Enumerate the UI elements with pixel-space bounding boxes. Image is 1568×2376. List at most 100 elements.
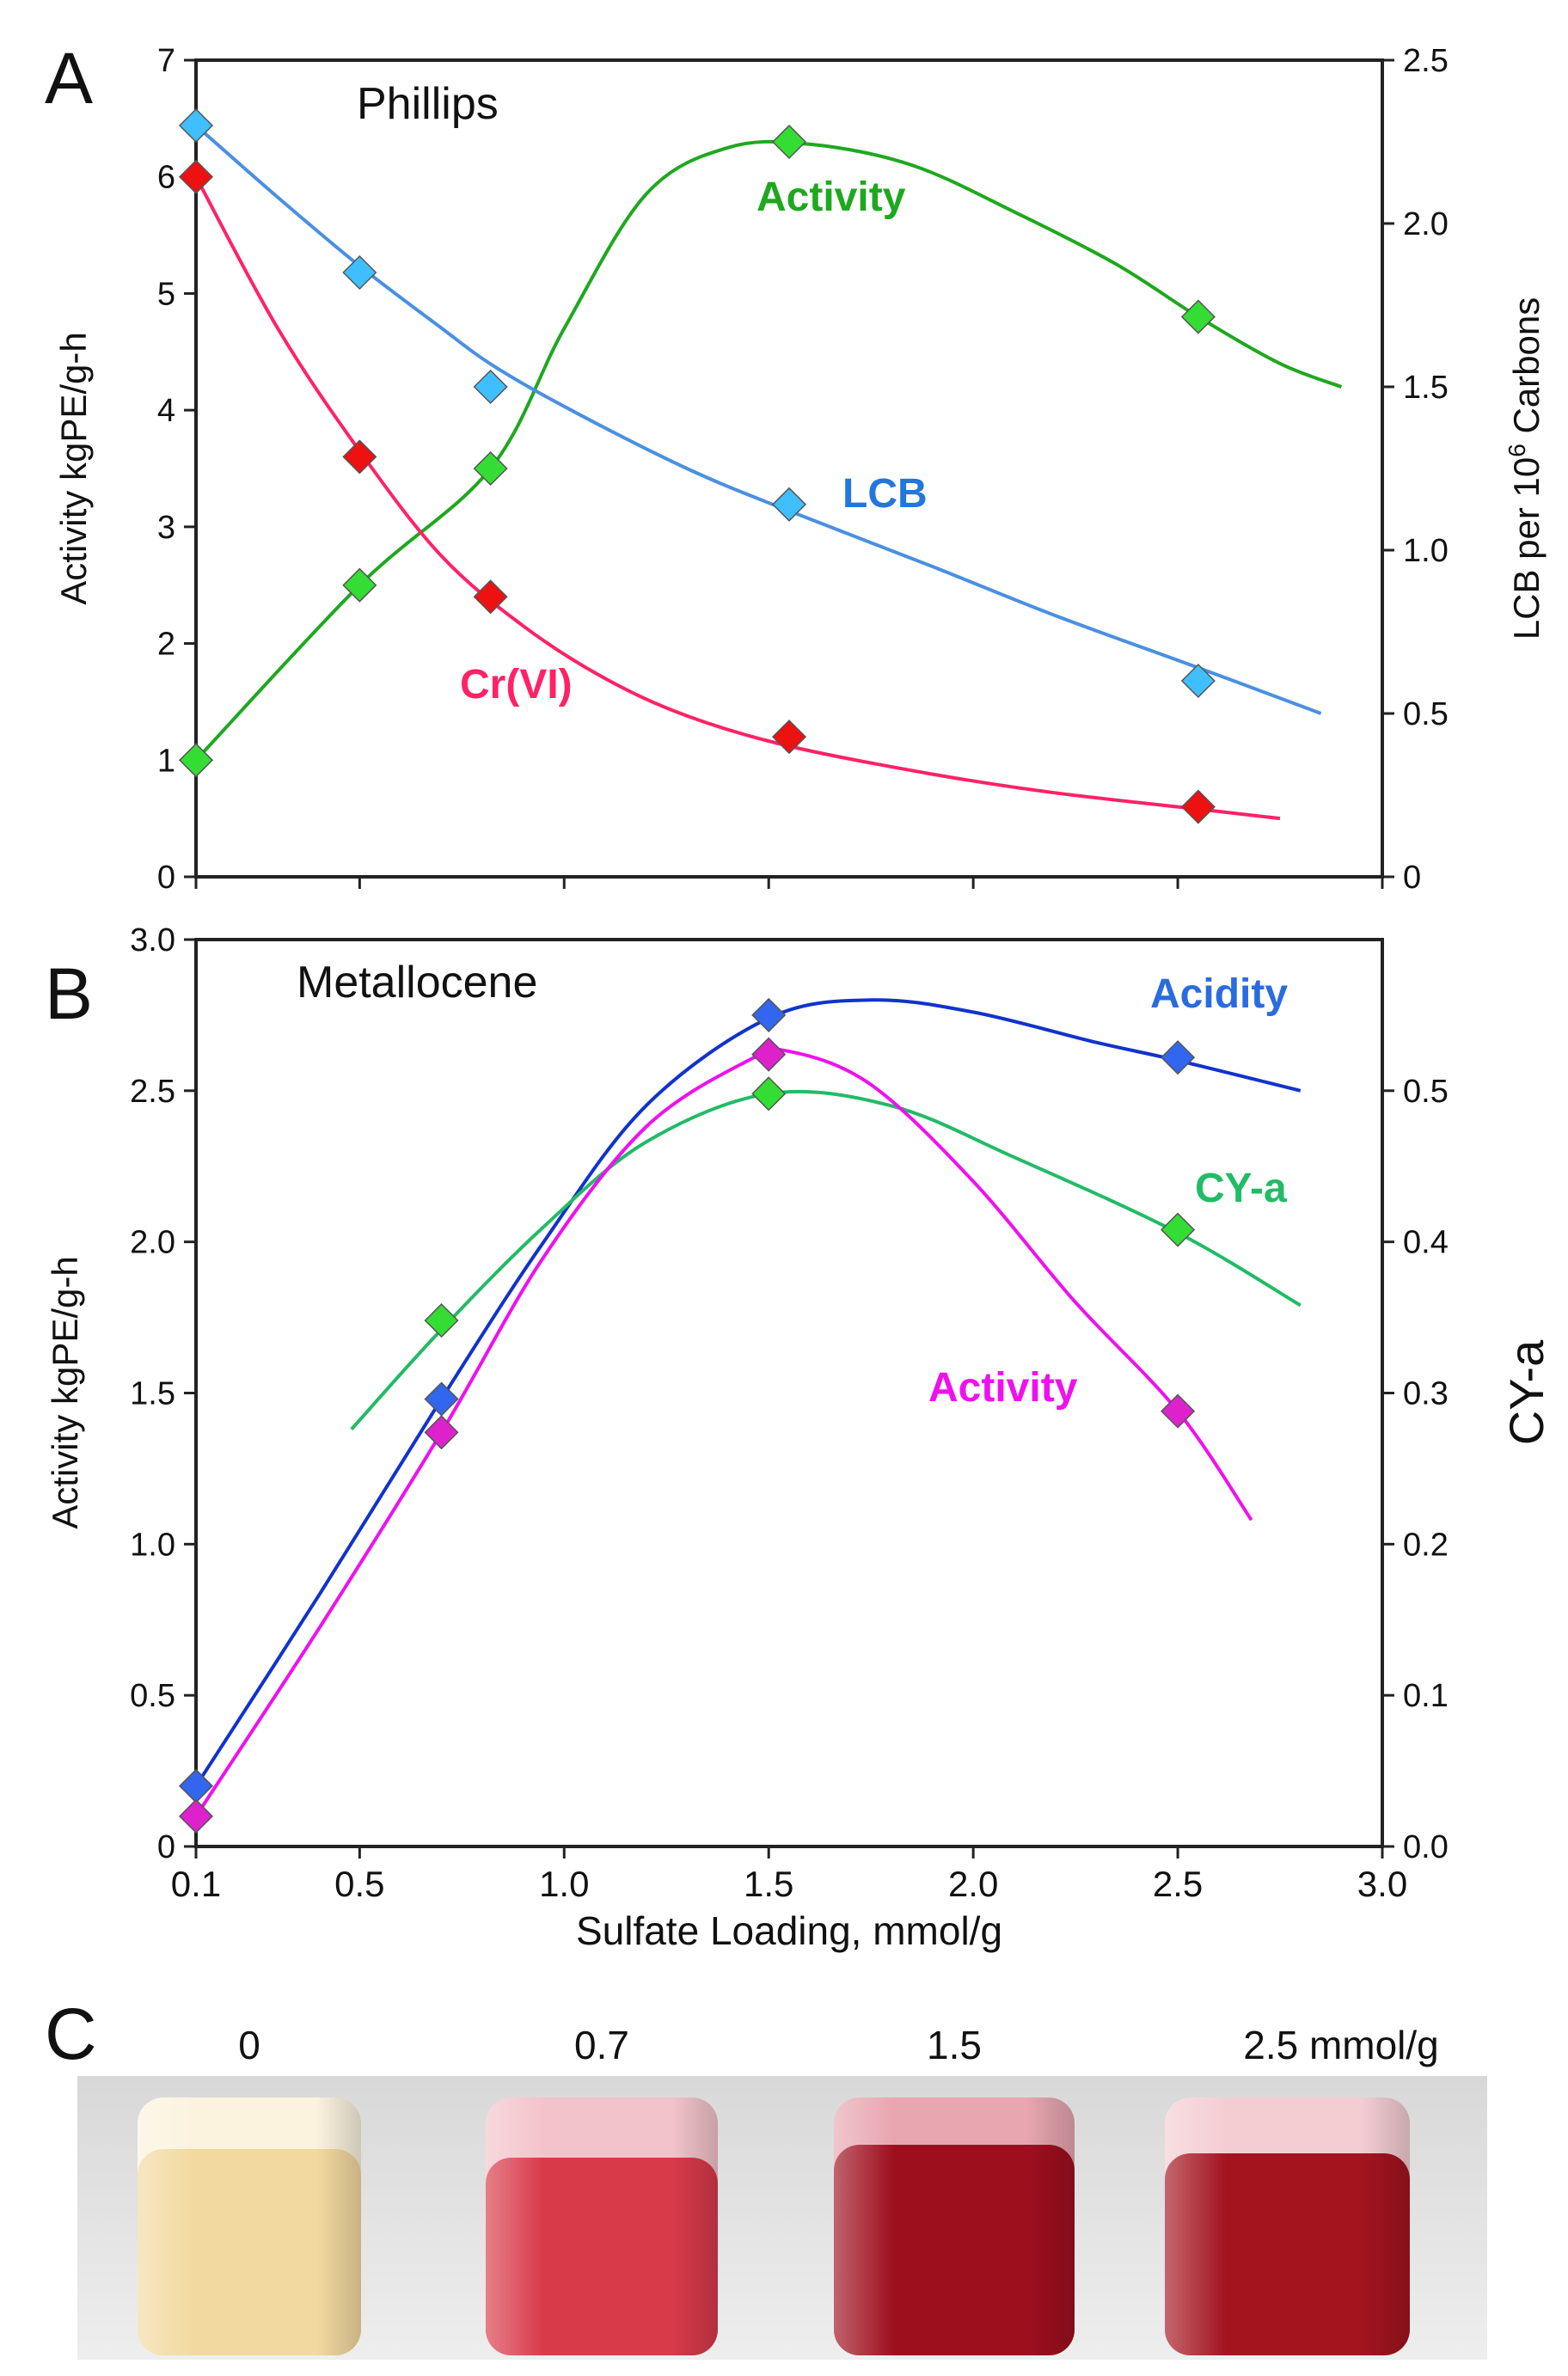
panel-a-series-label-crvi: Cr(VI) bbox=[460, 662, 573, 707]
panel-b-curves bbox=[194, 998, 1302, 1817]
panel-b-y-tick-label: 1.0 bbox=[130, 1527, 175, 1563]
panel-a-curves bbox=[194, 124, 1343, 821]
panel-a-plot-frame bbox=[194, 58, 1384, 879]
vial-4 bbox=[1165, 2097, 1410, 2355]
vial-label-4: 2.5 mmol/g bbox=[1243, 2023, 1439, 2067]
panel-b-y-tick-label: 3.0 bbox=[130, 922, 175, 958]
panel-a-y-tick-label: 4 bbox=[157, 393, 175, 429]
panel-b-letter: B bbox=[45, 953, 93, 1034]
panel-a-y2-tick-label: 1.0 bbox=[1403, 533, 1449, 569]
panel-b-series-label-cya: CY-a bbox=[1195, 1166, 1287, 1211]
panel-a-y-axis-label: Activity kgPE/g-h bbox=[53, 332, 94, 604]
panel-a-crvi-point bbox=[473, 579, 508, 615]
panel-a-y2-tick-label: 0.5 bbox=[1403, 696, 1449, 732]
panel-b-acidity-point bbox=[751, 997, 787, 1032]
vial-label-2: 0.7 bbox=[574, 2023, 629, 2067]
panel-a-crvi-point bbox=[342, 439, 377, 475]
panel-b-x-tick-label: 1.0 bbox=[539, 1864, 589, 1904]
panel-c-vial-photo: C 0 0.7 1.5 2.5 mmol/g bbox=[45, 1993, 1487, 2360]
panel-b-activity-point bbox=[424, 1415, 459, 1450]
panel-a-activity-point bbox=[1180, 299, 1216, 334]
panel-c-letter: C bbox=[45, 1993, 97, 2074]
panel-a-activity-point bbox=[771, 124, 807, 160]
panel-b-activity-point bbox=[751, 1037, 787, 1072]
panel-a-activity-point bbox=[178, 743, 214, 778]
panel-a-title: Phillips bbox=[357, 79, 499, 129]
panel-b-series-label-acidity: Acidity bbox=[1150, 971, 1288, 1017]
panel-b-x-axis-label: Sulfate Loading, mmol/g bbox=[576, 1908, 1002, 1953]
panel-a-ticks: 0 1 2 3 4 5 6 7 0 0.5 1.0 1.5 2.0 2.5 bbox=[157, 43, 1449, 896]
panel-a-y2-axis-label: LCB per 106 Carbons bbox=[1504, 297, 1547, 640]
panel-a-markers bbox=[178, 107, 1216, 824]
panel-a-y2-tick-label: 0 bbox=[1403, 860, 1421, 896]
panel-a-lcb-point bbox=[771, 487, 807, 522]
panel-b-x-tick-label: 2.0 bbox=[948, 1864, 998, 1904]
panel-a-lcb-curve bbox=[194, 124, 1322, 715]
panel-b-x-tick-label: 0.5 bbox=[334, 1864, 384, 1904]
panel-b-activity-point bbox=[1161, 1393, 1196, 1429]
panel-b-y2-tick-label: 0.3 bbox=[1403, 1376, 1449, 1412]
panel-a-y2-tick-label: 1.5 bbox=[1403, 370, 1449, 406]
panel-b-y2-tick-label: 0.4 bbox=[1403, 1225, 1449, 1261]
panel-b-y-tick-label: 1.5 bbox=[130, 1376, 175, 1412]
panel-a-y2-tick-label: 2.5 bbox=[1403, 43, 1449, 79]
panel-b-cya-point bbox=[424, 1303, 459, 1338]
panel-b-cya-point bbox=[751, 1076, 787, 1111]
panel-b-y2-axis-label: CY-a bbox=[1499, 1339, 1553, 1445]
panel-a-crvi-point bbox=[771, 720, 807, 755]
panel-b-x-tick-label: 3.0 bbox=[1357, 1864, 1407, 1904]
vial-label-1: 0 bbox=[238, 2023, 260, 2067]
panel-b-markers bbox=[178, 997, 1196, 1834]
panel-b-acidity-curve bbox=[194, 998, 1302, 1787]
panel-a-lcb-point bbox=[1180, 663, 1216, 699]
panel-a-lcb-point bbox=[342, 254, 377, 291]
panel-a-y-tick-label: 0 bbox=[157, 860, 175, 896]
panel-a-crvi-point bbox=[178, 159, 214, 194]
panel-a-activity-curve bbox=[194, 139, 1343, 762]
panel-b-y-tick-label: 0.5 bbox=[130, 1678, 175, 1714]
panel-b-ticks: 00.51.01.52.02.53.00.00.10.20.30.40.50.1… bbox=[130, 922, 1449, 1904]
panel-b-plot-frame bbox=[194, 938, 1384, 1848]
vial-2 bbox=[486, 2097, 718, 2355]
panel-a-letter: A bbox=[45, 38, 93, 119]
vial-3 bbox=[834, 2097, 1075, 2355]
panel-b-activity-point bbox=[178, 1798, 214, 1834]
panel-b-y-tick-label: 2.0 bbox=[130, 1225, 175, 1261]
panel-a-y-tick-label: 2 bbox=[157, 627, 175, 663]
panel-b-y2-tick-label: 0.5 bbox=[1403, 1074, 1449, 1110]
panel-b-y-tick-label: 2.5 bbox=[130, 1074, 175, 1110]
panel-a-y-tick-label: 5 bbox=[157, 276, 175, 312]
panel-a-chart: A Phillips 0 1 2 3 4 5 6 7 0 0.5 1.0 1.5 2.0 2.5 Acti… bbox=[45, 38, 1547, 896]
panel-b-y2-tick-label: 0.1 bbox=[1403, 1678, 1449, 1714]
panel-b-x-tick-label: 2.5 bbox=[1153, 1864, 1203, 1904]
panel-a-crvi-curve bbox=[194, 175, 1281, 821]
panel-b-y-axis-label: Activity kgPE/g-h bbox=[45, 1256, 85, 1528]
panel-b-cya-point bbox=[1161, 1212, 1196, 1247]
panel-a-activity-point bbox=[342, 567, 377, 603]
vial-label-3: 1.5 bbox=[927, 2023, 982, 2067]
panel-b-cya-curve bbox=[350, 1089, 1302, 1431]
panel-b-acidity-point bbox=[1161, 1040, 1196, 1075]
panel-a-series-label-activity: Activity bbox=[756, 175, 906, 220]
panel-a-lcb-point bbox=[178, 107, 214, 144]
panel-a-y2-tick-label: 2.0 bbox=[1403, 206, 1449, 242]
panel-a-y-tick-label: 1 bbox=[157, 743, 175, 779]
panel-b-y-tick-label: 0 bbox=[157, 1829, 175, 1865]
panel-a-series-label-lcb: LCB bbox=[842, 471, 928, 517]
panel-b-x-tick-label: 0.1 bbox=[171, 1864, 221, 1904]
panel-b-x-tick-label: 1.5 bbox=[744, 1864, 793, 1904]
panel-b-activity-curve bbox=[194, 1047, 1253, 1817]
panel-b-y2-tick-label: 0.2 bbox=[1403, 1527, 1449, 1563]
panel-a-crvi-point bbox=[1180, 789, 1216, 824]
panel-a-y-tick-label: 3 bbox=[157, 510, 175, 546]
panel-b-y2-tick-label: 0.0 bbox=[1403, 1829, 1449, 1865]
panel-a-y-tick-label: 6 bbox=[157, 160, 175, 196]
panel-b-chart: B Metallocene 00.51.01.52.02.53.00.00.10… bbox=[45, 922, 1553, 1953]
vial-1 bbox=[138, 2097, 361, 2355]
panel-b-series-label-activity: Activity bbox=[928, 1365, 1078, 1411]
panel-a-y-tick-label: 7 bbox=[157, 43, 175, 79]
panel-a-activity-point bbox=[473, 450, 508, 487]
panel-a-lcb-point bbox=[473, 369, 508, 405]
panel-b-title: Metallocene bbox=[297, 958, 537, 1007]
